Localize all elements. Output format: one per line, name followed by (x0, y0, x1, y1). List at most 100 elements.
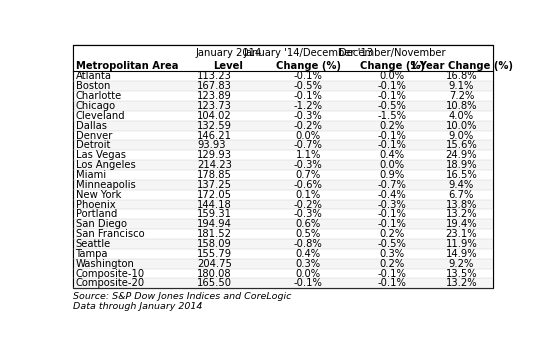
Bar (73, 180, 493, 190)
Text: 9.2%: 9.2% (449, 259, 474, 269)
Text: Seattle: Seattle (75, 239, 111, 249)
Text: 18.9%: 18.9% (446, 160, 477, 170)
Text: San Diego: San Diego (75, 219, 126, 229)
Text: 16.5%: 16.5% (446, 170, 477, 180)
Bar (73, 140, 493, 150)
Text: Composite-10: Composite-10 (75, 269, 145, 279)
Text: Change (%): Change (%) (276, 61, 340, 71)
Text: 13.5%: 13.5% (446, 269, 477, 279)
Text: New York: New York (75, 190, 121, 200)
Text: 0.3%: 0.3% (295, 259, 321, 269)
Text: 146.21: 146.21 (197, 131, 232, 140)
Text: -0.3%: -0.3% (294, 111, 322, 121)
Text: 158.09: 158.09 (197, 239, 232, 249)
Text: 0.0%: 0.0% (295, 131, 321, 140)
Text: -0.1%: -0.1% (378, 91, 406, 101)
Text: -0.4%: -0.4% (378, 190, 406, 200)
Bar (73, 111, 493, 121)
Text: -0.1%: -0.1% (378, 279, 406, 288)
Text: Change (%): Change (%) (360, 61, 425, 71)
Text: -0.8%: -0.8% (294, 239, 322, 249)
Text: -0.1%: -0.1% (294, 91, 322, 101)
Text: January '14/December '13: January '14/December '13 (243, 48, 373, 58)
Text: 9.4%: 9.4% (449, 180, 474, 190)
Text: 0.4%: 0.4% (295, 249, 321, 259)
Text: 123.89: 123.89 (197, 91, 232, 101)
Text: 155.79: 155.79 (197, 249, 233, 259)
Text: -0.5%: -0.5% (294, 81, 322, 91)
Text: 129.93: 129.93 (197, 150, 232, 160)
Text: 1-Year Change (%): 1-Year Change (%) (410, 61, 513, 71)
Text: 9.0%: 9.0% (449, 131, 474, 140)
Text: 19.4%: 19.4% (446, 219, 477, 229)
Bar (73, 101, 493, 111)
Bar (73, 279, 493, 288)
Text: 7.2%: 7.2% (449, 91, 474, 101)
Text: -0.7%: -0.7% (294, 140, 322, 150)
Text: 159.31: 159.31 (197, 209, 232, 220)
Text: 144.18: 144.18 (197, 199, 232, 210)
Text: Miami: Miami (75, 170, 106, 180)
Text: 204.75: 204.75 (197, 259, 232, 269)
Text: 0.2%: 0.2% (379, 259, 405, 269)
Bar (73, 190, 493, 199)
Bar (73, 249, 493, 259)
Text: 167.83: 167.83 (197, 81, 232, 91)
Text: 10.8%: 10.8% (446, 101, 477, 111)
Text: Level: Level (213, 61, 243, 71)
Text: -0.3%: -0.3% (294, 209, 322, 220)
Text: -0.1%: -0.1% (378, 219, 406, 229)
Bar (73, 150, 493, 160)
Text: -1.2%: -1.2% (294, 101, 323, 111)
Text: 11.9%: 11.9% (446, 239, 477, 249)
Bar (73, 219, 493, 229)
Bar (73, 131, 493, 140)
Text: 0.1%: 0.1% (295, 190, 321, 200)
Text: 0.0%: 0.0% (379, 71, 405, 82)
Text: January 2014: January 2014 (195, 48, 261, 58)
Text: -0.6%: -0.6% (294, 180, 322, 190)
Bar (73, 45, 493, 288)
Text: Chicago: Chicago (75, 101, 116, 111)
Bar (73, 91, 493, 101)
Text: Detroit: Detroit (75, 140, 110, 150)
Text: Minneapolis: Minneapolis (75, 180, 135, 190)
Text: 104.02: 104.02 (197, 111, 232, 121)
Text: 0.2%: 0.2% (379, 229, 405, 239)
Text: Source: S&P Dow Jones Indices and CoreLogic: Source: S&P Dow Jones Indices and CoreLo… (73, 292, 292, 301)
Text: -0.1%: -0.1% (378, 269, 406, 279)
Text: 0.5%: 0.5% (295, 229, 321, 239)
Text: 0.6%: 0.6% (295, 219, 321, 229)
Bar (73, 239, 493, 249)
Bar (73, 45, 493, 288)
Text: Denver: Denver (75, 131, 112, 140)
Bar (73, 269, 493, 279)
Text: 9.1%: 9.1% (449, 81, 474, 91)
Text: San Francisco: San Francisco (75, 229, 144, 239)
Text: -0.3%: -0.3% (378, 199, 406, 210)
Text: -1.5%: -1.5% (378, 111, 406, 121)
Text: 0.9%: 0.9% (379, 170, 405, 180)
Text: 0.0%: 0.0% (379, 160, 405, 170)
Text: -0.1%: -0.1% (294, 279, 322, 288)
Text: -0.1%: -0.1% (378, 140, 406, 150)
Text: -0.2%: -0.2% (294, 121, 322, 131)
Text: Boston: Boston (75, 81, 110, 91)
Text: Atlanta: Atlanta (75, 71, 112, 82)
Text: 13.8%: 13.8% (446, 199, 477, 210)
Text: -0.1%: -0.1% (294, 71, 322, 82)
Bar (73, 160, 493, 170)
Text: 137.25: 137.25 (197, 180, 232, 190)
Text: Los Angeles: Los Angeles (75, 160, 135, 170)
Text: 10.0%: 10.0% (446, 121, 477, 131)
Text: 214.23: 214.23 (197, 160, 232, 170)
Text: -0.1%: -0.1% (378, 81, 406, 91)
Text: -0.7%: -0.7% (378, 180, 406, 190)
Text: Data through January 2014: Data through January 2014 (73, 302, 202, 311)
Bar (73, 229, 493, 239)
Text: 16.8%: 16.8% (446, 71, 477, 82)
Text: Charlotte: Charlotte (75, 91, 122, 101)
Bar (73, 209, 493, 219)
Text: -0.5%: -0.5% (378, 101, 406, 111)
Text: 0.2%: 0.2% (379, 121, 405, 131)
